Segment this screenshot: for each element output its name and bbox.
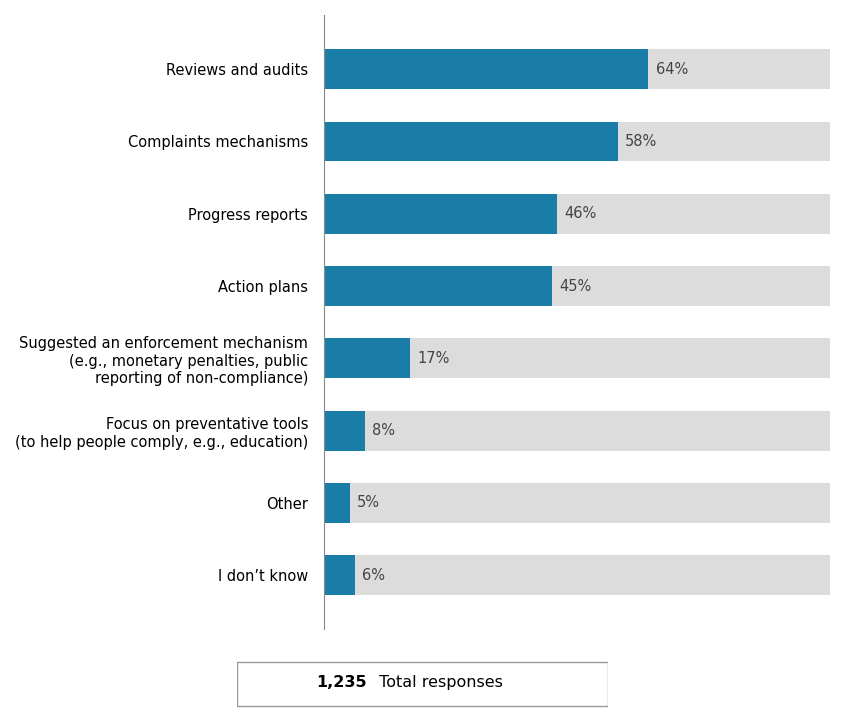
Bar — [324, 339, 829, 378]
Bar — [324, 49, 829, 89]
Text: 8%: 8% — [372, 423, 395, 438]
Text: 64%: 64% — [655, 62, 687, 77]
Bar — [324, 556, 354, 595]
Bar — [324, 483, 829, 523]
Bar — [324, 266, 829, 306]
Text: 46%: 46% — [564, 206, 596, 221]
Bar — [324, 194, 556, 233]
Text: 17%: 17% — [417, 351, 450, 366]
Bar — [324, 339, 409, 378]
Bar — [324, 483, 349, 523]
Bar — [324, 194, 829, 233]
FancyBboxPatch shape — [236, 662, 608, 706]
Text: 58%: 58% — [625, 134, 657, 149]
Bar — [324, 266, 551, 306]
Text: Total responses: Total responses — [374, 675, 502, 690]
Bar — [324, 411, 365, 450]
Bar — [324, 49, 647, 89]
Text: 6%: 6% — [362, 568, 385, 583]
Text: 1,235: 1,235 — [316, 675, 366, 690]
Bar — [324, 411, 829, 450]
Bar — [324, 556, 829, 595]
Text: 5%: 5% — [357, 495, 380, 511]
Text: 45%: 45% — [559, 279, 591, 294]
Bar — [324, 122, 829, 161]
Bar — [324, 122, 617, 161]
